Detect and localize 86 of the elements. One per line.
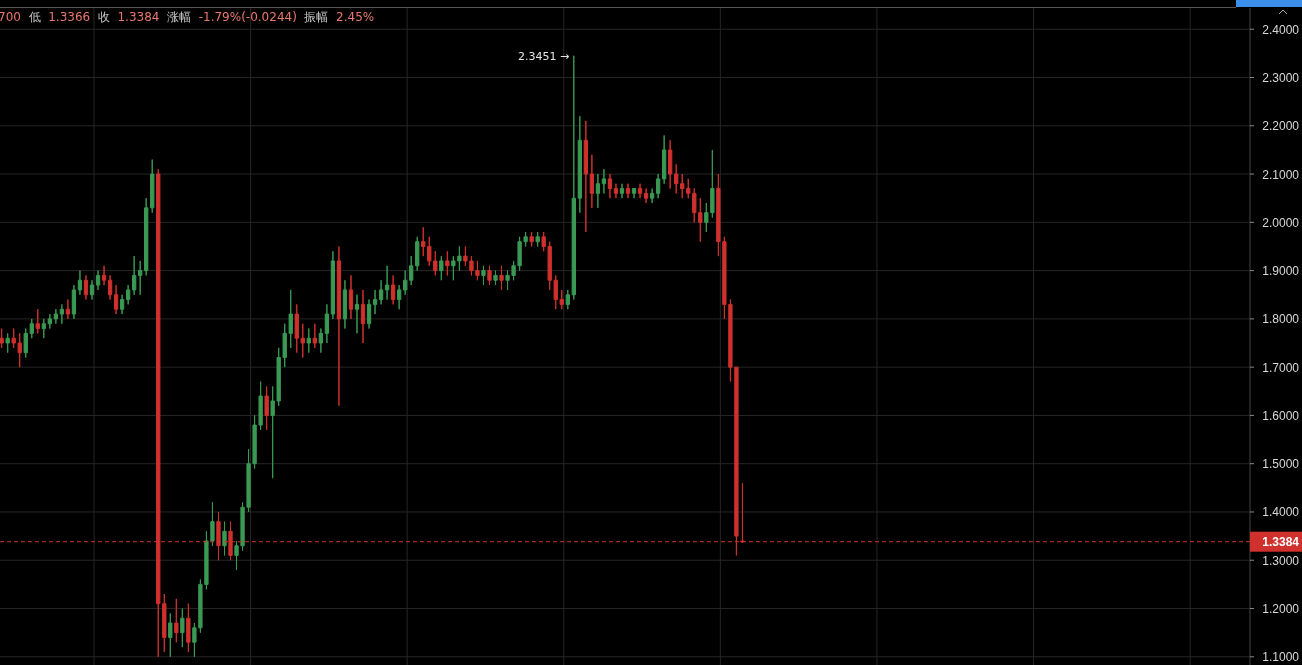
candlestick (577, 115, 582, 214)
candlestick (0, 328, 4, 349)
candlestick (330, 250, 336, 320)
candlestick (661, 134, 667, 185)
candlestick (95, 270, 101, 291)
candlestick (601, 168, 607, 194)
y-tick-label: 1.1000 (1262, 650, 1300, 665)
candlestick (35, 308, 40, 334)
candlestick (222, 521, 227, 556)
candlestick (649, 188, 655, 204)
y-tick-label: 2.4000 (1262, 22, 1300, 37)
candlestick (186, 603, 191, 653)
candlestick (138, 260, 143, 296)
candlestick (342, 279, 348, 330)
candlestick (5, 332, 10, 354)
candlestick (535, 231, 540, 247)
candlestick (487, 265, 492, 286)
candlestick (607, 173, 613, 199)
candlestick (445, 250, 450, 276)
candlestick (493, 270, 498, 286)
candlestick (324, 303, 330, 344)
candlestick (65, 299, 71, 320)
y-tick-label: 2.2000 (1262, 119, 1300, 134)
candlestick (631, 188, 637, 199)
candlestick (565, 289, 570, 310)
y-tick-label: 1.6000 (1262, 408, 1300, 423)
candlestick (83, 274, 89, 301)
candlestick (174, 598, 179, 643)
candlestick (595, 173, 601, 209)
candlestick (354, 294, 360, 334)
ref-line-label: 1.3384 (1262, 535, 1300, 550)
candlestick (583, 120, 589, 233)
candlestick (625, 183, 631, 199)
candlestick (366, 299, 372, 330)
candlestick (41, 318, 46, 339)
candlestick (589, 154, 595, 209)
candlestick (47, 313, 52, 330)
candlestick (439, 255, 444, 281)
candlestick (264, 385, 269, 431)
candlestick (619, 183, 625, 199)
candlestick (306, 328, 311, 354)
candlestick (499, 265, 504, 291)
y-tick-label: 2.1000 (1262, 167, 1300, 182)
candlestick (336, 245, 342, 407)
candlestick (53, 308, 59, 325)
candlestick (613, 183, 619, 199)
candlestick (390, 274, 396, 305)
annotation: 2.3451 → (517, 49, 570, 63)
y-tick-label: 1.3000 (1262, 553, 1300, 568)
candlestick (529, 231, 534, 247)
candlestick (312, 323, 317, 349)
candlestick (668, 139, 673, 190)
y-tick-label: 2.0000 (1262, 215, 1300, 230)
candlestick (637, 183, 643, 199)
y-tick-label: 2.3000 (1262, 71, 1300, 86)
candlestick (101, 265, 107, 286)
candlestick (384, 265, 390, 301)
candlestick (89, 279, 95, 301)
candlestick (396, 284, 402, 310)
y-tick-label: 1.8000 (1262, 312, 1300, 327)
candlestick (318, 328, 324, 354)
candlestick (125, 284, 131, 305)
candlestick (348, 274, 354, 320)
candlestick (571, 55, 576, 301)
candlestick (372, 289, 378, 315)
y-tick-label: 1.9000 (1262, 264, 1300, 279)
candlestick (132, 255, 137, 296)
candlestick (643, 188, 649, 204)
candlestick (481, 265, 486, 286)
candlestick (674, 163, 679, 194)
candlestick (180, 608, 185, 648)
y-tick-label: 1.5000 (1262, 457, 1300, 472)
candlestick (378, 279, 384, 305)
candlestick (71, 284, 77, 320)
y-tick-label: 1.2000 (1262, 602, 1300, 617)
candlestick (107, 274, 113, 301)
candlestick (168, 612, 173, 658)
candlestick (77, 270, 83, 296)
candlestick (360, 289, 366, 344)
y-tick-label: 1.7000 (1262, 360, 1300, 375)
candlestick (113, 284, 119, 315)
candlestick (655, 173, 661, 199)
candlestick (403, 270, 408, 296)
candlestick (59, 303, 65, 325)
candlestick (119, 294, 125, 315)
y-tick-label: 1.4000 (1262, 505, 1300, 520)
